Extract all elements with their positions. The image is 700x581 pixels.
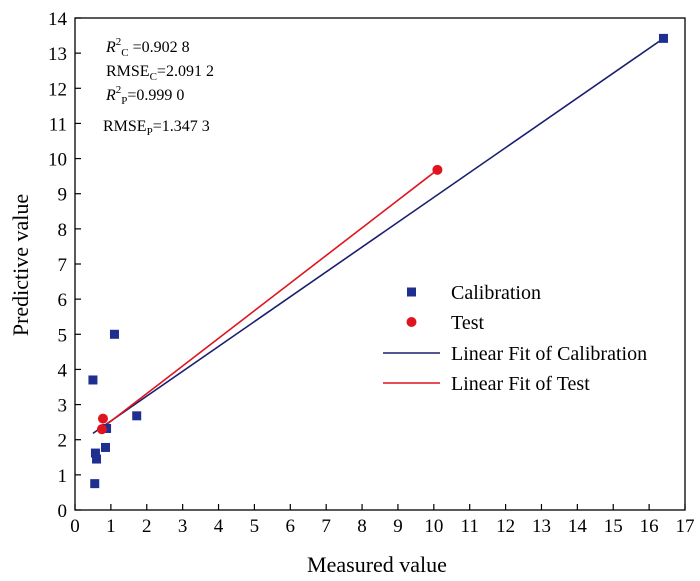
calibration-point [658, 33, 668, 43]
fit-stat-2: R2P=0.999 0 [105, 84, 184, 107]
x-axis: 0 1 2 3 4 5 6 7 8 9 10 11 12 13 14 15 16 17 [70, 504, 695, 537]
calibration-point [92, 454, 102, 464]
test-point [96, 424, 107, 435]
x-tick-label: 11 [461, 516, 479, 537]
x-tick-label: 9 [393, 516, 403, 537]
calibration-point [88, 375, 98, 385]
legend-label: Test [451, 312, 484, 334]
y-tick-label: 5 [58, 325, 68, 346]
x-tick-label: 1 [106, 516, 116, 537]
calibration-point [90, 448, 100, 458]
legend-item-3: Linear Fit of Test [383, 373, 590, 395]
legend-item-2: Linear Fit of Calibration [383, 343, 647, 365]
data-markers [88, 33, 668, 489]
legend-item-0: Calibration [407, 282, 541, 304]
x-tick-label: 13 [532, 516, 551, 537]
y-tick-label: 6 [58, 290, 68, 311]
y-tick-label: 8 [58, 220, 68, 241]
x-axis-title: Measured value [307, 552, 447, 577]
legend-label: Linear Fit of Calibration [451, 343, 647, 365]
y-tick-label: 4 [58, 360, 68, 381]
fit-lines [92, 37, 664, 435]
calibration-point [132, 411, 142, 421]
x-tick-label: 10 [424, 516, 443, 537]
fit-line-1 [101, 169, 438, 429]
fit-stat-0: R2C =0.902 8 [105, 36, 190, 59]
y-axis-title: Predictive value [8, 194, 33, 336]
legend-square-swatch [407, 287, 416, 297]
x-tick-label: 17 [676, 516, 695, 537]
legend-label: Calibration [451, 282, 541, 304]
x-tick-label: 3 [178, 516, 188, 537]
y-tick-label: 7 [58, 255, 68, 276]
x-tick-label: 5 [250, 516, 260, 537]
x-tick-label: 12 [496, 516, 515, 537]
legend-label: Linear Fit of Test [451, 373, 590, 395]
legend-item-1: Test [406, 312, 484, 334]
test-point [97, 413, 108, 424]
x-tick-label: 8 [357, 516, 367, 537]
test-point [432, 164, 443, 175]
y-tick-label: 2 [58, 431, 68, 452]
y-tick-label: 13 [48, 44, 67, 65]
calibration-point [101, 442, 110, 452]
y-tick-label: 1 [58, 466, 68, 487]
x-tick-label: 4 [214, 516, 224, 537]
y-tick-label: 10 [48, 150, 67, 171]
fit-stat-1: RMSEC=2.091 2 [106, 63, 214, 83]
x-tick-label: 6 [286, 516, 296, 537]
legend: Calibration Test Linear Fit of Calibration… [383, 282, 647, 395]
y-tick-label: 12 [48, 79, 67, 100]
fit-line-0 [92, 37, 664, 435]
y-tick-label: 9 [58, 185, 68, 206]
y-tick-label: 14 [48, 9, 68, 30]
y-tick-label: 0 [58, 501, 68, 522]
legend-circle-swatch [406, 317, 417, 327]
x-tick-label: 0 [70, 516, 80, 537]
x-tick-label: 16 [640, 516, 659, 537]
x-tick-label: 2 [142, 516, 152, 537]
y-tick-label: 11 [49, 114, 67, 135]
y-tick-label: 3 [58, 396, 68, 417]
calibration-point [109, 329, 119, 339]
calibration-point [90, 479, 100, 489]
x-tick-label: 7 [321, 516, 331, 537]
x-tick-label: 15 [604, 516, 623, 537]
fit-stat-3: RMSEP=1.347 3 [103, 118, 210, 138]
x-tick-label: 14 [568, 516, 588, 537]
